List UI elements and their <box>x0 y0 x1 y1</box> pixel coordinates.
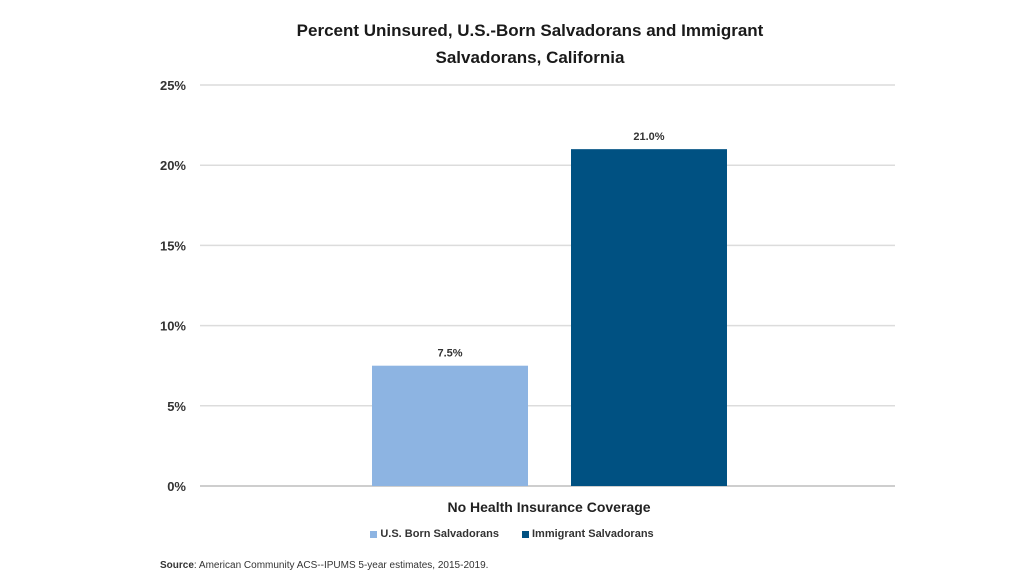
y-tick-label: 10% <box>160 319 186 334</box>
bar-immigrant <box>571 149 727 486</box>
title-line-2: Salvadorans, California <box>435 48 625 67</box>
legend-label: Immigrant Salvadorans <box>532 528 654 540</box>
legend-item-us-born: U.S. Born Salvadorans <box>370 528 499 540</box>
x-category-label: No Health Insurance Coverage <box>447 499 650 515</box>
legend-swatch-immigrant <box>522 530 529 538</box>
y-tick-label: 5% <box>167 399 186 414</box>
legend-swatch-us-born <box>370 530 378 538</box>
bar-us-born <box>372 365 528 486</box>
y-tick-label: 20% <box>160 158 186 173</box>
source-label: Source <box>160 560 194 571</box>
legend: U.S. Born Salvadorans Immigrant Salvador… <box>0 528 1024 540</box>
y-tick-label: 15% <box>160 238 186 253</box>
legend-label: U.S. Born Salvadorans <box>380 528 499 540</box>
legend-item-immigrant: Immigrant Salvadorans <box>522 528 654 540</box>
source-text: : American Community ACS--IPUMS 5-year e… <box>193 560 489 571</box>
chart-title: Percent Uninsured, U.S.-Born Salvadorans… <box>230 17 830 71</box>
source-note: Source: American Community ACS--IPUMS 5-… <box>160 560 488 571</box>
y-tick-label: 25% <box>160 78 186 93</box>
title-line-1: Percent Uninsured, U.S.-Born Salvadorans… <box>296 21 764 40</box>
data-label: 21.0% <box>633 131 664 143</box>
data-label: 7.5% <box>437 348 462 360</box>
y-tick-label: 0% <box>167 479 186 494</box>
